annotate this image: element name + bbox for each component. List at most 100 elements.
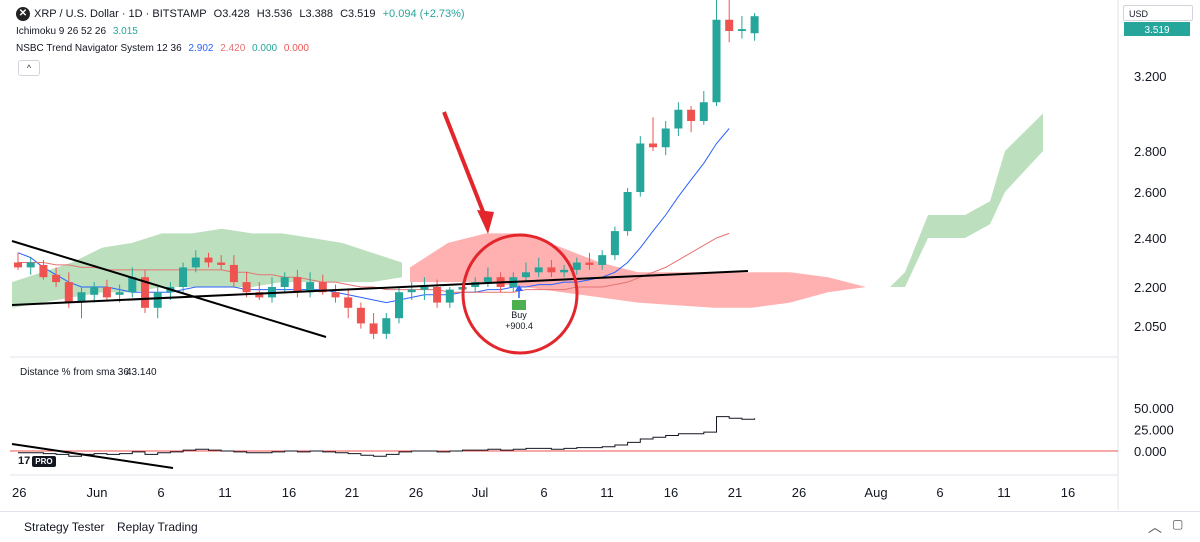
candle-body[interactable] [560,269,569,273]
candle-body[interactable] [585,262,594,265]
collapse-legend-button[interactable]: ^ [18,60,40,76]
candle-body[interactable] [128,277,137,293]
buy-value: +900.4 [505,321,533,331]
candle-body[interactable] [598,255,607,265]
time-tick-label: 16 [282,485,296,500]
candle-body[interactable] [229,264,238,283]
buy-arrow-head-icon [515,285,523,291]
x-logo-icon: ✕ [16,7,30,21]
candle-body[interactable] [445,289,454,303]
candle-body[interactable] [699,102,708,121]
ichimoku-legend[interactable]: Ichimoku 9 26 52 26 3.015 [16,26,142,37]
candle-body[interactable] [115,292,124,295]
nsbc-value-3: 0.000 [252,43,278,54]
candle-body[interactable] [433,287,442,303]
price-tick-label: 3.200 [1134,69,1167,84]
symbol-legend[interactable]: XRP / U.S. Dollar · 1D · BITSTAMP O3.428… [34,8,469,20]
ichimoku-cloud-bearish [410,233,866,308]
candle-body[interactable] [242,282,251,293]
candle-body[interactable] [318,282,327,293]
nsbc-slow-line [18,232,730,293]
trendlines[interactable] [11,240,749,469]
tab-replay-trading[interactable]: Replay Trading [117,520,198,534]
candle-body[interactable] [306,282,315,293]
bottom-toolbar: Strategy Tester Replay Trading ︿ ▢ [0,511,1200,542]
candle-body[interactable] [26,262,35,268]
candle-body[interactable] [534,267,543,273]
candle-body[interactable] [141,277,149,308]
ichimoku-label[interactable]: Ichimoku 9 26 52 26 [16,26,107,37]
candle-body[interactable] [280,277,289,287]
candle-body[interactable] [737,29,746,31]
candle-body[interactable] [687,109,696,121]
candle-body[interactable] [623,192,632,232]
candle-body[interactable] [64,282,73,303]
descending-trendline[interactable] [11,240,327,338]
candle-body[interactable] [420,287,429,290]
candle-body[interactable] [77,292,86,303]
candle-body[interactable] [331,292,340,298]
sub-pane-trendline[interactable] [11,443,174,469]
time-tick-label: 11 [600,485,614,500]
tab-strategy-tester[interactable]: Strategy Tester [24,520,105,534]
time-tick-label: 6 [936,485,943,500]
price-tick-label: 2.400 [1134,231,1167,246]
candle-body[interactable] [649,143,657,148]
time-tick-label: Jun [87,485,108,500]
time-tick-label: 21 [728,485,742,500]
candle-body[interactable] [382,318,391,334]
candle-body[interactable] [39,264,48,278]
candle-body[interactable] [674,109,683,129]
symbol-title[interactable]: XRP / U.S. Dollar · 1D · BITSTAMP [34,8,207,20]
candle-body[interactable] [179,267,188,287]
candle-body[interactable] [407,289,416,293]
last-price-label: 3.519 [1144,25,1169,36]
candle-body[interactable] [572,262,581,270]
highlight-circle[interactable] [461,233,579,355]
sub-tick-label: 0.000 [1134,444,1167,459]
candle-body[interactable] [14,262,22,268]
candle-body[interactable] [153,292,162,308]
candle-body[interactable] [636,143,645,193]
nsbc-legend[interactable]: NSBC Trend Navigator System 12 36 2.902 … [16,43,313,54]
maximize-icon[interactable]: ▢ [1172,517,1184,531]
buy-marker[interactable]: Buy +900.4 [505,285,533,331]
candle-body[interactable] [102,287,111,298]
currency-selector[interactable]: USD [1123,5,1193,21]
ascending-trendline[interactable] [11,270,749,306]
time-tick-label: 21 [345,485,359,500]
sub-pane-label: Distance % from sma 36 [20,367,129,378]
candle-body[interactable] [483,277,492,283]
candle-body[interactable] [255,292,264,298]
chevron-up-icon[interactable]: ︿ [1148,519,1162,535]
ohlc-open: O3.428 [213,8,250,20]
buy-label: Buy [511,310,527,320]
candle-body[interactable] [661,128,670,148]
sub-tick-label: 50.000 [1134,401,1174,416]
candle-body[interactable] [725,19,734,31]
candle-body[interactable] [712,19,721,103]
candle-body[interactable] [610,231,619,256]
candle-body[interactable] [191,257,200,268]
candle-body[interactable] [204,257,213,263]
candle-body[interactable] [750,16,759,34]
nsbc-value-1: 2.902 [188,43,214,54]
candle-body[interactable] [344,297,353,308]
arrow-head-icon [477,210,494,234]
candle-body[interactable] [356,307,365,324]
red-arrow-annotation[interactable] [442,111,494,234]
candle-body[interactable] [90,287,99,295]
candle-body[interactable] [395,292,403,319]
candle-body[interactable] [293,277,302,293]
price-tick-label: 2.200 [1134,280,1167,295]
candle-body[interactable] [522,272,530,278]
price-tick-label: 2.050 [1134,319,1167,334]
ohlc-low: L3.388 [299,8,333,20]
candle-body[interactable] [547,267,556,273]
candle-body[interactable] [52,274,61,283]
nsbc-value-4: 0.000 [283,43,309,54]
nsbc-label[interactable]: NSBC Trend Navigator System 12 36 [16,43,182,54]
candle-body[interactable] [217,262,226,265]
candle-body[interactable] [369,323,378,334]
